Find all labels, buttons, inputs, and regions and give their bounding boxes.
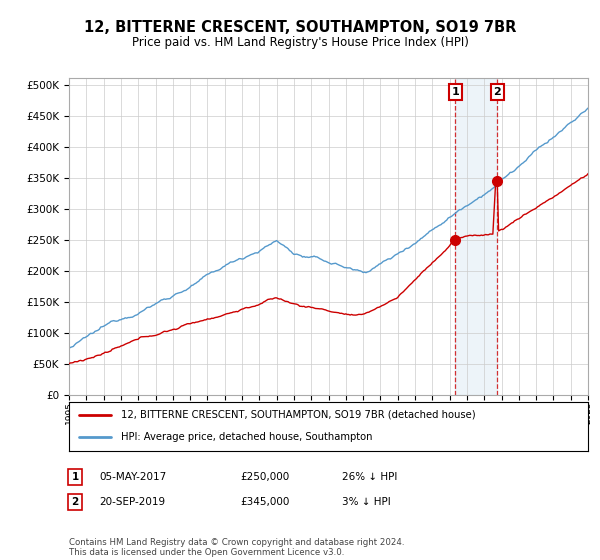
Text: 20-SEP-2019: 20-SEP-2019 (99, 497, 165, 507)
Text: Price paid vs. HM Land Registry's House Price Index (HPI): Price paid vs. HM Land Registry's House … (131, 36, 469, 49)
Text: 2: 2 (71, 497, 79, 507)
Text: 05-MAY-2017: 05-MAY-2017 (99, 472, 166, 482)
Text: £250,000: £250,000 (240, 472, 289, 482)
Text: 3% ↓ HPI: 3% ↓ HPI (342, 497, 391, 507)
Text: 2: 2 (493, 87, 501, 97)
Text: 1: 1 (71, 472, 79, 482)
Text: Contains HM Land Registry data © Crown copyright and database right 2024.
This d: Contains HM Land Registry data © Crown c… (69, 538, 404, 557)
Text: HPI: Average price, detached house, Southampton: HPI: Average price, detached house, Sout… (121, 432, 373, 442)
Text: £345,000: £345,000 (240, 497, 289, 507)
Text: 26% ↓ HPI: 26% ↓ HPI (342, 472, 397, 482)
Text: 12, BITTERNE CRESCENT, SOUTHAMPTON, SO19 7BR (detached house): 12, BITTERNE CRESCENT, SOUTHAMPTON, SO19… (121, 410, 476, 420)
Bar (455, 78, 497, 395)
Text: 12, BITTERNE CRESCENT, SOUTHAMPTON, SO19 7BR: 12, BITTERNE CRESCENT, SOUTHAMPTON, SO19… (84, 20, 516, 35)
Text: 1: 1 (451, 87, 459, 97)
